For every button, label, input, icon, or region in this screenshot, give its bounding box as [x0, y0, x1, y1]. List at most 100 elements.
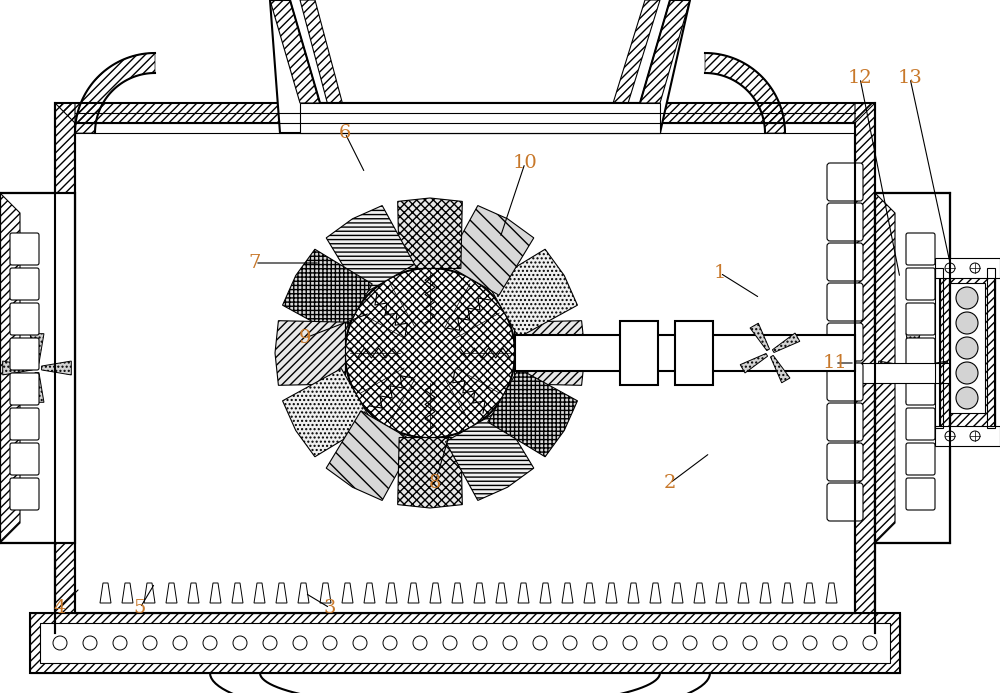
Bar	[875, 193, 950, 543]
Bar	[855, 363, 955, 383]
FancyBboxPatch shape	[906, 303, 935, 335]
FancyBboxPatch shape	[906, 233, 935, 265]
Circle shape	[233, 636, 247, 650]
Polygon shape	[694, 583, 705, 603]
Polygon shape	[30, 373, 44, 403]
FancyBboxPatch shape	[906, 373, 935, 405]
Polygon shape	[826, 583, 837, 603]
Bar	[875, 193, 950, 543]
Text: 6: 6	[339, 124, 351, 142]
Polygon shape	[326, 411, 414, 500]
Polygon shape	[628, 583, 639, 603]
FancyBboxPatch shape	[827, 483, 863, 521]
Bar	[620, 321, 658, 385]
Bar	[675, 321, 713, 385]
Polygon shape	[386, 583, 397, 603]
Circle shape	[353, 636, 367, 650]
Circle shape	[956, 287, 978, 309]
Circle shape	[113, 636, 127, 650]
Bar	[950, 283, 985, 413]
Circle shape	[83, 636, 97, 650]
Text: 9: 9	[299, 329, 311, 347]
FancyBboxPatch shape	[906, 408, 935, 440]
Circle shape	[345, 268, 515, 438]
Polygon shape	[760, 583, 771, 603]
Bar	[0, 193, 75, 543]
FancyBboxPatch shape	[827, 323, 863, 361]
Circle shape	[173, 636, 187, 650]
Polygon shape	[488, 249, 577, 337]
FancyBboxPatch shape	[10, 408, 39, 440]
Text: 2: 2	[664, 474, 676, 492]
Text: 10: 10	[513, 154, 537, 172]
Polygon shape	[918, 361, 947, 375]
Circle shape	[323, 636, 337, 650]
FancyBboxPatch shape	[827, 443, 863, 481]
Polygon shape	[188, 583, 199, 603]
Circle shape	[413, 636, 427, 650]
FancyBboxPatch shape	[10, 303, 39, 335]
Polygon shape	[283, 249, 372, 337]
Polygon shape	[740, 353, 768, 373]
Circle shape	[443, 636, 457, 650]
FancyBboxPatch shape	[827, 363, 863, 401]
Text: 1: 1	[714, 264, 726, 282]
FancyBboxPatch shape	[827, 163, 863, 201]
Polygon shape	[515, 321, 585, 385]
Polygon shape	[408, 583, 419, 603]
Polygon shape	[650, 583, 661, 603]
Circle shape	[773, 636, 787, 650]
Text: 11: 11	[823, 354, 847, 372]
Text: 12: 12	[848, 69, 872, 87]
Polygon shape	[488, 369, 577, 457]
FancyBboxPatch shape	[10, 268, 39, 300]
Bar	[940, 268, 995, 428]
Polygon shape	[42, 361, 71, 375]
Text: 7: 7	[249, 254, 261, 272]
Circle shape	[956, 312, 978, 334]
Bar	[935, 258, 1000, 278]
FancyBboxPatch shape	[906, 338, 935, 370]
Bar	[935, 426, 1000, 446]
Polygon shape	[430, 583, 441, 603]
Polygon shape	[320, 583, 331, 603]
Polygon shape	[398, 437, 462, 508]
Polygon shape	[518, 583, 529, 603]
Circle shape	[203, 636, 217, 650]
Polygon shape	[770, 356, 790, 383]
Circle shape	[383, 636, 397, 650]
Polygon shape	[452, 583, 463, 603]
Polygon shape	[716, 583, 727, 603]
Circle shape	[143, 636, 157, 650]
Polygon shape	[446, 206, 534, 295]
FancyBboxPatch shape	[10, 338, 39, 370]
Polygon shape	[584, 583, 595, 603]
Circle shape	[863, 636, 877, 650]
Polygon shape	[166, 583, 177, 603]
Polygon shape	[496, 583, 507, 603]
Polygon shape	[30, 334, 44, 363]
Polygon shape	[672, 583, 683, 603]
Circle shape	[563, 636, 577, 650]
Polygon shape	[3, 361, 32, 375]
Polygon shape	[446, 411, 534, 500]
FancyBboxPatch shape	[10, 233, 39, 265]
FancyBboxPatch shape	[906, 478, 935, 510]
Circle shape	[956, 387, 978, 409]
Polygon shape	[750, 323, 770, 351]
Polygon shape	[562, 583, 573, 603]
FancyBboxPatch shape	[10, 373, 39, 405]
Polygon shape	[144, 583, 155, 603]
FancyBboxPatch shape	[827, 403, 863, 441]
Text: 3: 3	[324, 599, 336, 617]
Circle shape	[713, 636, 727, 650]
Polygon shape	[606, 583, 617, 603]
Polygon shape	[906, 373, 920, 403]
Polygon shape	[906, 334, 920, 363]
Polygon shape	[122, 583, 133, 603]
FancyBboxPatch shape	[827, 203, 863, 241]
Bar	[55, 103, 875, 633]
FancyBboxPatch shape	[10, 478, 39, 510]
Text: 8: 8	[429, 474, 441, 492]
Bar	[75, 123, 855, 613]
